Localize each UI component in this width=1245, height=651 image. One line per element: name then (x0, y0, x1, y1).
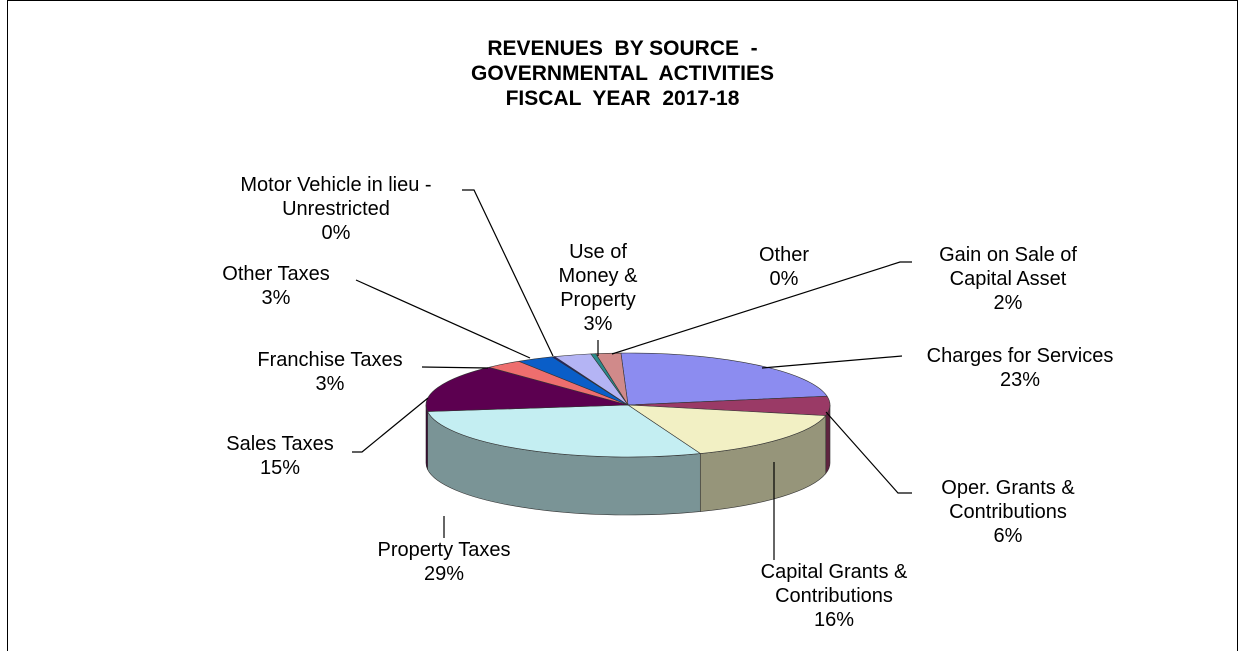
leader-line-1 (825, 411, 912, 494)
pie-slice-2 (626, 404, 827, 454)
chart-frame (7, 0, 1238, 651)
slice-pct-label-10: 2% (994, 292, 1023, 314)
chart-title-line-2: GOVERNMENTAL ACTIVITIES (471, 62, 774, 85)
slice-name-label-2: Contributions (775, 585, 893, 607)
slice-name-label-6: Other Taxes (222, 263, 329, 285)
pie-slice-10 (595, 352, 629, 406)
slice-pct-label-1: 6% (994, 525, 1023, 547)
pie-slice-4 (425, 366, 629, 412)
slice-name-label-3: Property Taxes (377, 539, 510, 561)
pie-tops (425, 352, 831, 458)
slice-name-label-10: Gain on Sale of (939, 244, 1077, 266)
slice-pct-label-0: 23% (1000, 369, 1040, 391)
slice-name-label-7: Unrestricted (282, 198, 390, 220)
slice-pct-label-2: 16% (814, 609, 854, 631)
slice-name-label-0: Charges for Services (927, 345, 1114, 367)
slice-name-label-2: Capital Grants & (761, 561, 908, 583)
slice-name-label-4: Sales Taxes (226, 433, 333, 455)
slice-pct-label-7: 0% (322, 222, 351, 244)
slice-pct-label-9: 0% (770, 268, 799, 290)
slice-name-label-8: Property (560, 289, 636, 311)
slice-name-label-7: Motor Vehicle in lieu - (240, 174, 431, 196)
slice-name-label-8: Use of (569, 241, 627, 263)
slice-name-label-10: Capital Asset (950, 268, 1067, 290)
chart-title-line-3: FISCAL YEAR 2017-18 (505, 87, 740, 110)
leader-line-4 (352, 397, 429, 453)
slice-pct-label-6: 3% (262, 287, 291, 309)
leader-line-0 (761, 355, 903, 369)
slice-name-label-1: Contributions (949, 501, 1067, 523)
slice-name-label-9: Other (759, 244, 809, 266)
slice-pct-label-5: 3% (316, 373, 345, 395)
leader-line-7 (462, 189, 554, 357)
slice-pct-label-3: 29% (424, 563, 464, 585)
pie-slice-3 (427, 404, 702, 458)
leader-line-5 (421, 366, 489, 369)
slice-pct-label-4: 15% (260, 457, 300, 479)
pie-slice-0 (620, 352, 828, 406)
chart-title-line-1: REVENUES BY SOURCE - (487, 37, 758, 60)
leader-line-9 (611, 261, 912, 355)
slice-pct-label-8: 3% (584, 313, 613, 335)
slice-name-label-5: Franchise Taxes (257, 349, 402, 371)
pie-side-4 (425, 404, 428, 470)
slice-name-label-1: Oper. Grants & (941, 477, 1075, 499)
slice-name-label-8: Money & (559, 265, 639, 287)
leader-line-6 (355, 279, 531, 359)
